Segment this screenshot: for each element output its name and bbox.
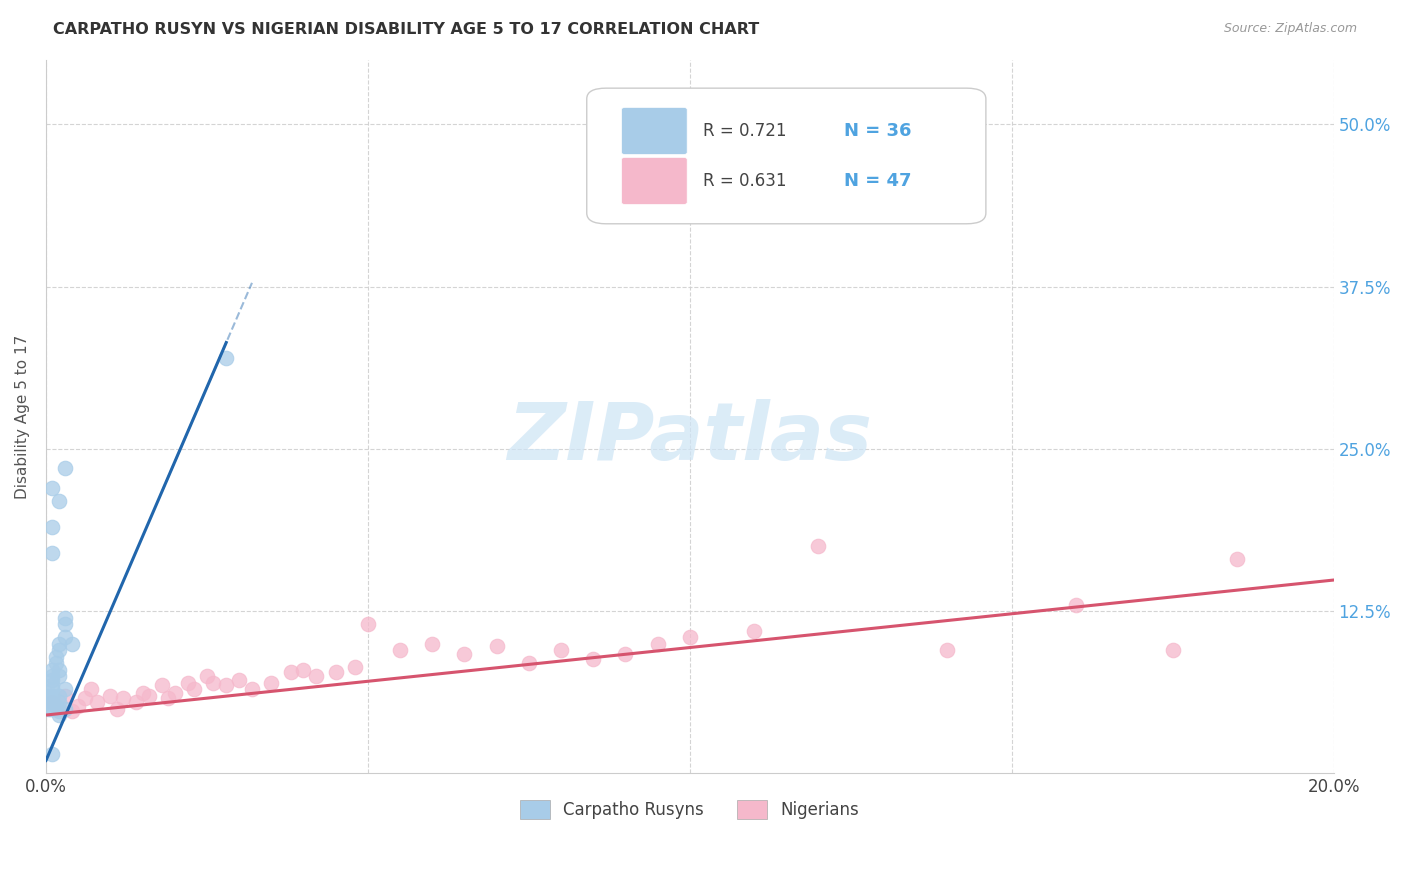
Point [41, 695, 63, 709]
Point [73, 691, 96, 706]
Text: N = 47: N = 47 [844, 172, 911, 190]
Point [163, 686, 186, 700]
Point [41, 520, 63, 534]
Point [41, 689, 63, 703]
Point [202, 675, 225, 690]
Point [614, 647, 637, 661]
Point [53, 689, 76, 703]
Point [48, 701, 70, 715]
Point [215, 351, 238, 365]
Point [112, 691, 135, 706]
Point [60, 704, 83, 718]
Point [53, 630, 76, 644]
Text: R = 0.631: R = 0.631 [703, 172, 786, 190]
Point [176, 675, 198, 690]
Point [215, 678, 238, 692]
Point [38, 701, 60, 715]
Text: ZIPatlas: ZIPatlas [508, 399, 872, 477]
Point [45, 649, 67, 664]
Point [48, 704, 70, 718]
Point [157, 691, 180, 706]
Point [517, 656, 540, 670]
Text: N = 36: N = 36 [844, 122, 911, 140]
Point [53, 681, 76, 696]
Point [550, 643, 572, 657]
Point [48, 708, 70, 723]
Point [53, 617, 76, 632]
Point [228, 673, 250, 687]
Point [582, 652, 605, 666]
Point [240, 681, 263, 696]
Point [485, 639, 508, 653]
Point [131, 686, 153, 700]
Point [1161, 643, 1184, 657]
Point [292, 663, 315, 677]
Point [420, 637, 443, 651]
Point [1064, 598, 1087, 612]
Point [389, 643, 412, 657]
Point [41, 663, 63, 677]
Point [53, 610, 76, 624]
Point [53, 701, 76, 715]
Y-axis label: Disability Age 5 to 17: Disability Age 5 to 17 [15, 334, 30, 499]
FancyBboxPatch shape [586, 88, 986, 224]
FancyBboxPatch shape [621, 107, 688, 154]
Point [80, 681, 103, 696]
Point [48, 663, 70, 677]
Point [48, 669, 70, 683]
Point [138, 689, 160, 703]
Point [86, 695, 108, 709]
Point [48, 643, 70, 657]
Point [807, 539, 830, 553]
Point [38, 689, 60, 703]
Point [195, 669, 218, 683]
Point [39, 691, 62, 706]
Point [60, 637, 83, 651]
Point [41, 681, 63, 696]
Point [280, 665, 302, 680]
Point [41, 678, 63, 692]
Point [305, 669, 328, 683]
Point [45, 656, 67, 670]
Point [125, 695, 148, 709]
Point [936, 643, 959, 657]
Point [183, 681, 205, 696]
Point [67, 698, 90, 713]
Text: Source: ZipAtlas.com: Source: ZipAtlas.com [1223, 22, 1357, 36]
Point [357, 617, 380, 632]
Point [98, 689, 121, 703]
Point [679, 630, 702, 644]
Point [742, 624, 765, 638]
Point [48, 637, 70, 651]
Point [53, 461, 76, 475]
Point [41, 695, 63, 709]
Point [48, 494, 70, 508]
Point [1226, 552, 1249, 566]
Point [105, 701, 128, 715]
Point [325, 665, 347, 680]
Point [41, 546, 63, 560]
FancyBboxPatch shape [621, 157, 688, 204]
Point [150, 678, 173, 692]
Point [41, 669, 63, 683]
Point [41, 481, 63, 495]
Point [48, 695, 70, 709]
Point [647, 637, 669, 651]
Point [41, 747, 63, 761]
Point [343, 660, 366, 674]
Point [453, 647, 475, 661]
Text: CARPATHO RUSYN VS NIGERIAN DISABILITY AGE 5 TO 17 CORRELATION CHART: CARPATHO RUSYN VS NIGERIAN DISABILITY AG… [53, 22, 759, 37]
Text: R = 0.721: R = 0.721 [703, 122, 786, 140]
Point [38, 695, 60, 709]
Point [45, 698, 67, 713]
Point [41, 701, 63, 715]
Legend: Carpatho Rusyns, Nigerians: Carpatho Rusyns, Nigerians [513, 793, 866, 826]
Point [41, 673, 63, 687]
Point [48, 689, 70, 703]
Point [260, 675, 283, 690]
